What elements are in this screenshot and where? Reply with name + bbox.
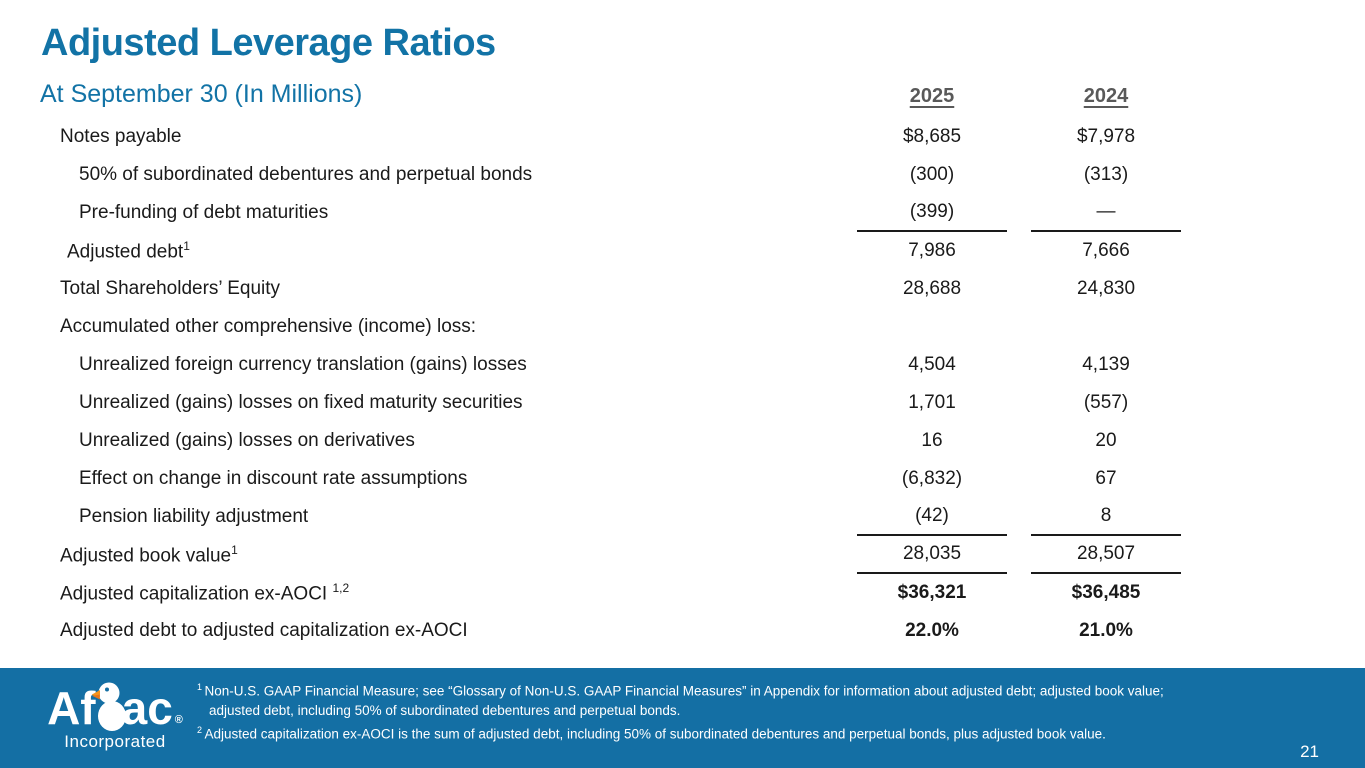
footnote-text: Adjusted capitalization ex-AOCI is the s… [204, 726, 1106, 741]
row-value-2025: 7,986 [908, 240, 956, 261]
registered-mark: ® [174, 714, 183, 726]
row-label: Adjusted capitalization ex-AOCI 1,2 [60, 580, 350, 605]
footnote-reference: 1,2 [332, 580, 350, 595]
row-value-2025 [857, 308, 1007, 346]
footnote-line: adjusted debt, including 50% of subordin… [197, 701, 1287, 721]
slide-subtitle: At September 30 (In Millions) [40, 80, 363, 108]
row-value-2024: 67 [1095, 468, 1117, 489]
row-value-2024: 8 [1031, 498, 1181, 536]
table-row: Unrealized (gains) losses on fixed matur… [40, 384, 1365, 422]
table-row: Unrealized (gains) losses on derivatives… [40, 422, 1365, 460]
page-title: Adjusted Leverage Ratios [41, 22, 496, 64]
table-row: Pension liability adjustment (42) 8 [40, 498, 1365, 536]
table-row: Pre-funding of debt maturities (399) — [40, 194, 1365, 232]
table-row: Adjusted debt to adjusted capitalization… [40, 612, 1365, 650]
row-label: Adjusted book value1 [60, 542, 238, 567]
row-label: Effect on change in discount rate assump… [79, 468, 468, 489]
table-row: Effect on change in discount rate assump… [40, 460, 1365, 498]
table-row: Total Shareholders’ Equity 28,688 24,830 [40, 270, 1365, 308]
row-value-2025: (42) [857, 498, 1007, 536]
leverage-table: At September 30 (In Millions) 2025 2024 … [40, 80, 1365, 650]
row-label: Unrealized (gains) losses on fixed matur… [79, 392, 523, 413]
row-value-2024: 20 [1095, 430, 1117, 451]
row-value-2024: $36,485 [1071, 582, 1141, 603]
row-value-2025: 16 [921, 430, 943, 451]
row-label: Pension liability adjustment [79, 506, 309, 527]
row-value-2025: 4,504 [908, 354, 956, 375]
row-label: Notes payable [60, 126, 182, 147]
table-body: Notes payable $8,685 $7,978 50% of subordin… [40, 118, 1365, 650]
aflac-logo: Af ac ® Incorporated [30, 678, 200, 752]
row-value-2024: 4,139 [1082, 354, 1130, 375]
wordmark-left: Af [47, 682, 96, 734]
row-value-2024: — [1031, 194, 1181, 232]
table-row: Adjusted debt1 7,986 7,666 [40, 232, 1365, 270]
footer-band: Af ac ® Incorporated 1 Non-U.S. GAAP Fin… [0, 668, 1365, 768]
table-row: Accumulated other comprehensive (income)… [40, 308, 1365, 346]
footnote-line: 2 Adjusted capitalization ex-AOCI is the… [197, 721, 1287, 744]
row-value-2025: (6,832) [901, 468, 963, 489]
row-value-2024: 28,507 [1031, 536, 1181, 574]
table-row: 50% of subordinated debentures and perpe… [40, 156, 1365, 194]
footnote-text: adjusted debt, including 50% of subordin… [209, 703, 681, 718]
row-label: Accumulated other comprehensive (income)… [60, 316, 477, 337]
row-value-2024: $7,978 [1076, 126, 1136, 147]
row-value-2024: 7,666 [1082, 240, 1130, 261]
row-value-2025: (300) [909, 164, 955, 185]
footnote-reference: 1 [231, 542, 238, 557]
row-label: Total Shareholders’ Equity [60, 278, 281, 299]
row-value-2025: 28,035 [857, 536, 1007, 574]
table-row: Notes payable $8,685 $7,978 [40, 118, 1365, 156]
footnote-line: 1 Non-U.S. GAAP Financial Measure; see “… [197, 678, 1287, 701]
aflac-wordmark: Af ac ® [30, 678, 200, 734]
column-header-2025: 2025 [909, 85, 955, 107]
row-value-2024: (313) [1083, 164, 1129, 185]
row-label: Adjusted debt to adjusted capitalization… [60, 620, 468, 641]
wordmark-right: ac [121, 682, 173, 734]
row-value-2024 [1031, 308, 1181, 346]
table-row: Adjusted book value1 28,035 28,507 [40, 536, 1365, 574]
row-value-2025: 22.0% [905, 620, 959, 641]
row-value-2025: $8,685 [902, 126, 962, 147]
row-label: Unrealized (gains) losses on derivatives [79, 430, 415, 451]
column-header-2024: 2024 [1083, 85, 1129, 107]
row-value-2024: 24,830 [1076, 278, 1136, 299]
row-value-2024: (557) [1083, 392, 1129, 413]
footnote-reference: 1 [183, 238, 190, 253]
row-label: Adjusted debt1 [67, 238, 190, 263]
footnote-number: 1 [197, 682, 205, 692]
footnotes: 1 Non-U.S. GAAP Financial Measure; see “… [197, 678, 1287, 744]
row-label: Unrealized foreign currency translation … [79, 354, 527, 375]
page-number: 21 [1300, 742, 1319, 761]
row-value-2025: 28,688 [902, 278, 962, 299]
row-label: Pre-funding of debt maturities [79, 202, 329, 223]
row-value-2025: $36,321 [897, 582, 967, 603]
footnote-number: 2 [197, 724, 205, 735]
row-value-2025: 1,701 [908, 392, 956, 413]
footnote-text: Non-U.S. GAAP Financial Measure; see “Gl… [204, 683, 1164, 699]
table-header-row: At September 30 (In Millions) 2025 2024 [40, 80, 1365, 118]
row-label: 50% of subordinated debentures and perpe… [79, 164, 533, 185]
table-row: Adjusted capitalization ex-AOCI 1,2 $36,3… [40, 574, 1365, 612]
logo-incorporated-label: Incorporated [64, 732, 166, 751]
row-value-2024: 21.0% [1079, 620, 1133, 641]
aflac-duck-icon [91, 678, 126, 731]
table-row: Unrealized foreign currency translation … [40, 346, 1365, 384]
row-value-2025: (399) [857, 194, 1007, 232]
